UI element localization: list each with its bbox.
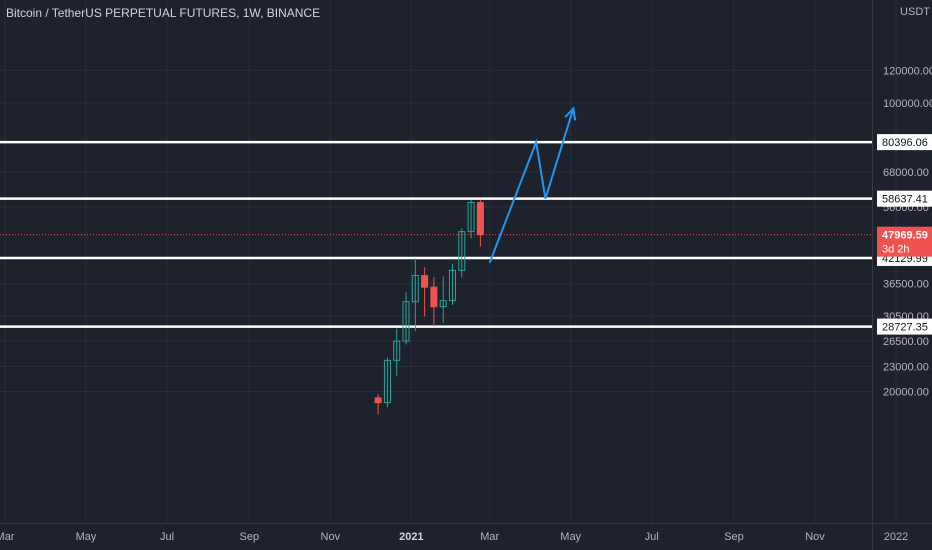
level-tag-label: 80396.06 xyxy=(882,137,928,149)
projection-line xyxy=(488,108,575,264)
time-tick-label: Nov xyxy=(321,531,341,543)
candle-up xyxy=(411,275,419,303)
price-tick-label: 68000.00 xyxy=(883,167,929,179)
time-tick-label: 2022 xyxy=(884,531,908,543)
price-tick-label: 26500.00 xyxy=(883,336,929,348)
price-tick-label: 100000.00 xyxy=(883,98,932,110)
candle-timer-label: 3d 2h xyxy=(882,244,910,256)
time-tick-label: 2021 xyxy=(399,531,423,543)
candle-up xyxy=(467,202,475,233)
candle-up xyxy=(402,301,410,342)
level-tag xyxy=(877,134,932,151)
symbol-title: Bitcoin / TetherUS PERPETUAL FUTURES, 1W… xyxy=(6,6,321,20)
candle-down xyxy=(476,202,484,236)
horizontal-levels xyxy=(0,140,872,328)
projection-path xyxy=(488,106,577,264)
time-tick-label: Sep xyxy=(724,531,744,543)
candle-down xyxy=(430,286,438,308)
level-tag-label: 28727.35 xyxy=(882,322,928,334)
candle-down xyxy=(421,275,429,288)
currency-label: USDT xyxy=(900,6,930,18)
time-tick-label: May xyxy=(76,531,97,543)
axis-price-tags: 80396.0658637.4142129.9928727.3547969.59… xyxy=(877,134,932,335)
candle-up xyxy=(393,340,401,361)
candle-up xyxy=(383,359,391,404)
time-tick-label: May xyxy=(560,531,581,543)
level-tag xyxy=(877,190,932,207)
candle-up xyxy=(439,300,447,308)
level-tag-label: 58637.41 xyxy=(882,194,928,206)
candle-up xyxy=(448,269,456,302)
time-tick-label: Mar xyxy=(0,531,15,543)
level-tag xyxy=(877,318,932,335)
candle-series xyxy=(374,199,484,415)
price-tick-label: 20000.00 xyxy=(883,387,929,399)
last-price-label: 47969.59 xyxy=(882,230,928,242)
time-axis[interactable]: Mar May Jul Sep Nov 2021 Mar May Jul Sep Nov 2022 xyxy=(0,531,908,543)
time-tick-label: Jul xyxy=(645,531,659,543)
time-tick-label: Sep xyxy=(240,531,260,543)
projection-arrow-head xyxy=(564,106,577,121)
last-price-tag xyxy=(877,226,932,257)
candle-down xyxy=(374,397,382,404)
price-tick-label: 23000.00 xyxy=(883,361,929,373)
time-tick-label: Mar xyxy=(480,531,499,543)
time-tick-label: Nov xyxy=(805,531,825,543)
candle-up xyxy=(458,231,466,271)
price-tick-label: 120000.00 xyxy=(883,65,932,77)
price-tick-label: 36500.00 xyxy=(883,279,929,291)
time-tick-label: Jul xyxy=(160,531,174,543)
